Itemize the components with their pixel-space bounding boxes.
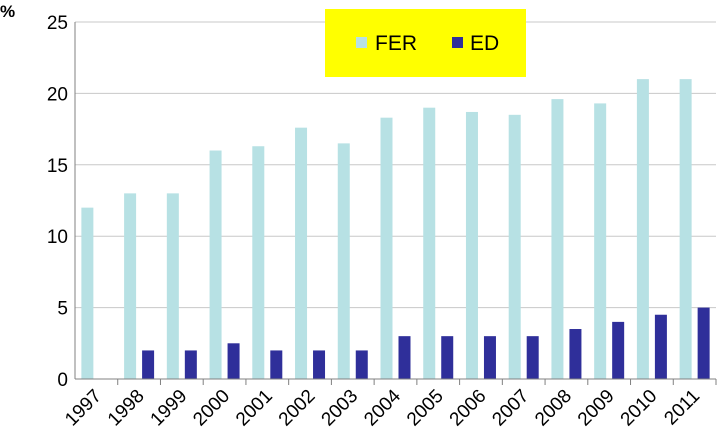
x-tick-label: 2003 bbox=[318, 386, 363, 431]
bar-ed-2007 bbox=[526, 336, 539, 379]
bar-fer-2002 bbox=[295, 127, 308, 379]
bar-ed-2000 bbox=[227, 343, 240, 379]
bars bbox=[81, 79, 710, 380]
x-tick-label: 2000 bbox=[189, 386, 234, 431]
bar-fer-1998 bbox=[124, 193, 137, 379]
x-tick-label: 2004 bbox=[360, 385, 405, 430]
x-tick-label: 2009 bbox=[574, 386, 619, 431]
bar-ed-1999 bbox=[184, 350, 197, 379]
y-tick-label: 10 bbox=[47, 227, 68, 248]
x-axis: 1997199819992000200120022003200420052006… bbox=[61, 378, 717, 431]
x-tick-label: 1999 bbox=[147, 386, 192, 431]
bar-ed-1998 bbox=[142, 350, 155, 379]
bar-ed-2004 bbox=[398, 336, 411, 379]
bar-ed-2008 bbox=[569, 329, 582, 379]
bar-fer-2009 bbox=[594, 103, 607, 380]
bar-ed-2001 bbox=[270, 350, 283, 379]
bar-fer-2008 bbox=[551, 99, 564, 379]
x-tick-label: 2001 bbox=[232, 386, 277, 431]
x-tick-label: 2007 bbox=[488, 386, 533, 431]
bar-fer-2007 bbox=[508, 114, 521, 379]
bar-ed-2002 bbox=[313, 350, 326, 379]
bar-fer-2010 bbox=[636, 79, 649, 380]
y-tick-label: 20 bbox=[47, 84, 68, 105]
bar-fer-2011 bbox=[679, 79, 692, 380]
bar-fer-1997 bbox=[81, 207, 94, 379]
y-tick-label: 5 bbox=[57, 299, 68, 320]
y-tick-label: 15 bbox=[47, 156, 68, 177]
bar-fer-2003 bbox=[337, 143, 350, 379]
legend-swatch-fer bbox=[356, 37, 367, 48]
bar-fer-1999 bbox=[166, 193, 179, 379]
x-tick-label: 2002 bbox=[275, 386, 320, 431]
bar-fer-2006 bbox=[465, 111, 478, 380]
y-unit-label: % bbox=[0, 2, 15, 21]
bar-fer-2000 bbox=[209, 150, 222, 379]
legend-swatch-ed bbox=[452, 37, 463, 48]
x-tick-label: 1997 bbox=[61, 386, 106, 431]
x-tick-label: 2008 bbox=[531, 386, 576, 431]
bar-ed-2003 bbox=[355, 350, 368, 379]
legend-label-ed: ED bbox=[470, 32, 499, 55]
bar-fer-2004 bbox=[380, 117, 393, 380]
bar-ed-2010 bbox=[654, 314, 667, 379]
x-tick-label: 2011 bbox=[660, 386, 704, 430]
y-tick-label: 0 bbox=[57, 370, 68, 391]
bar-ed-2009 bbox=[612, 321, 625, 379]
x-tick-label: 2005 bbox=[403, 386, 448, 431]
y-tick-label: 25 bbox=[47, 13, 68, 34]
x-tick-label: 2006 bbox=[446, 386, 491, 431]
bar-ed-2005 bbox=[441, 336, 454, 379]
x-tick-label: 2010 bbox=[617, 386, 662, 431]
bar-ed-2006 bbox=[483, 336, 496, 379]
x-tick-label: 1998 bbox=[104, 386, 149, 431]
bar-fer-2005 bbox=[423, 107, 436, 380]
bar-fer-2001 bbox=[252, 146, 265, 379]
legend-label-fer: FER bbox=[375, 32, 417, 55]
y-axis: 0 5 10 15 20 25 bbox=[47, 13, 76, 391]
legend: FER ED bbox=[325, 9, 526, 77]
bar-ed-2011 bbox=[697, 307, 710, 379]
